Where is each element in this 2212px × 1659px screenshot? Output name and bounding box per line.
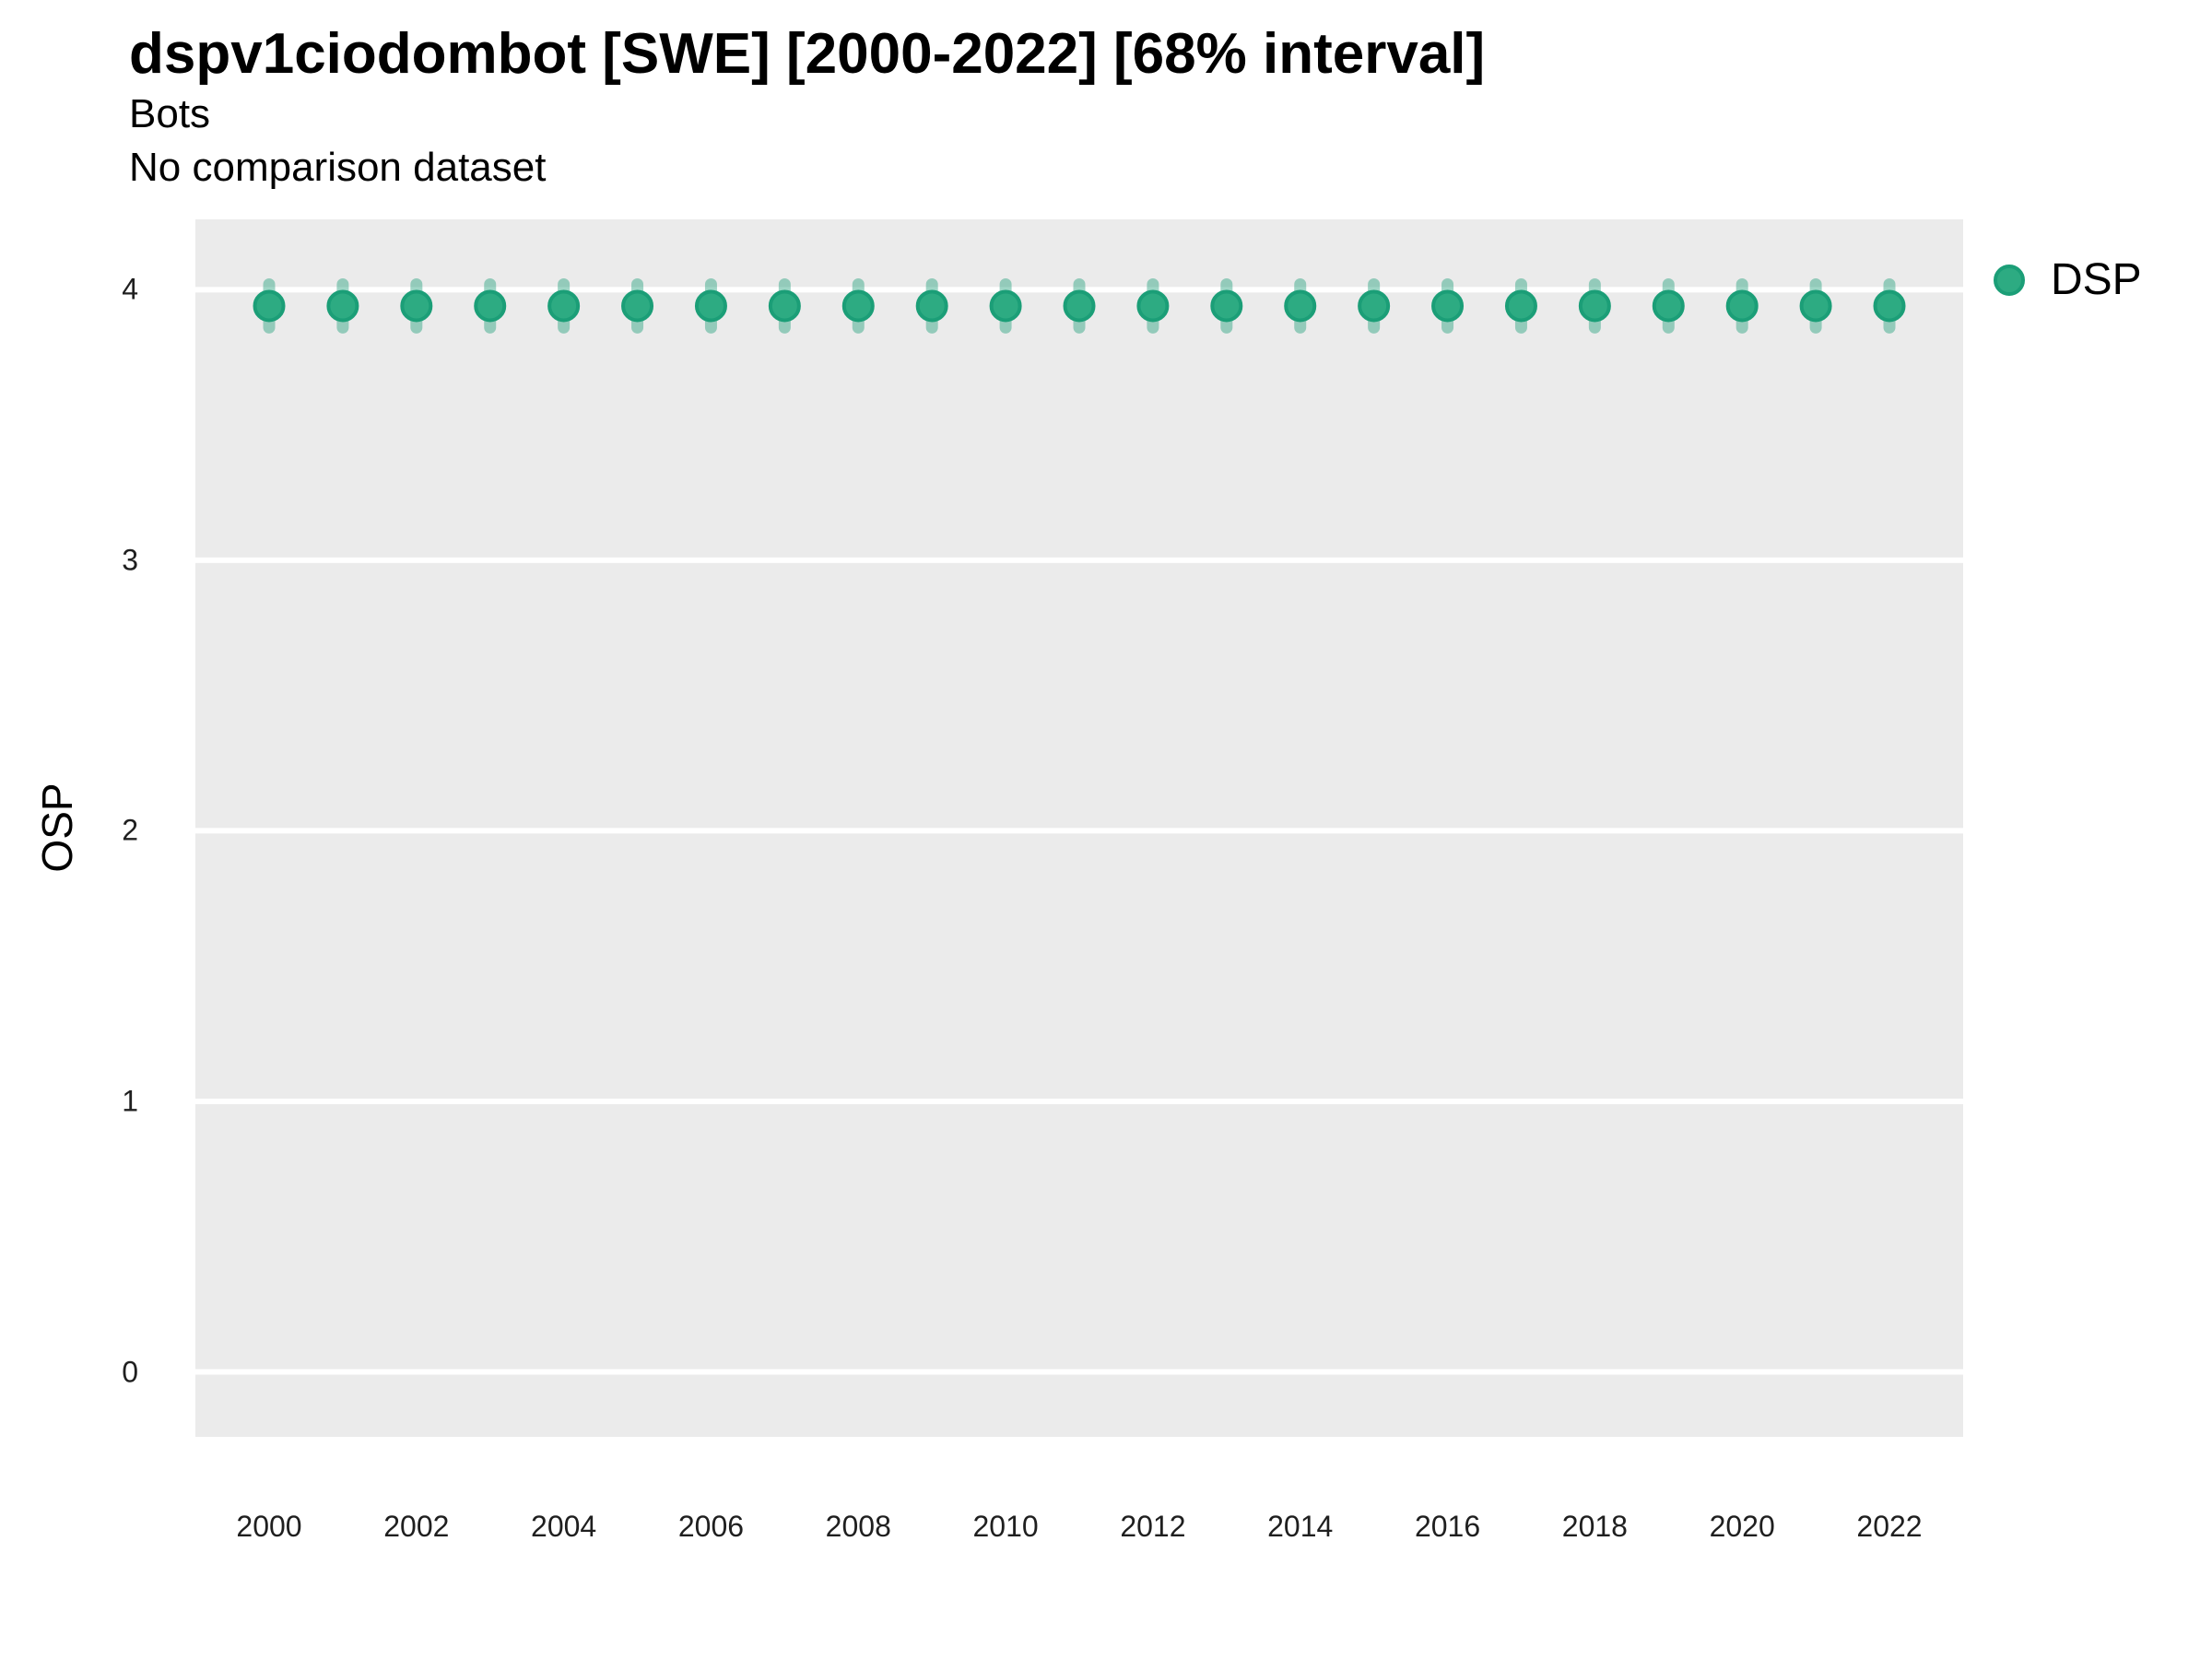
- x-tick-label: 2020: [1709, 1510, 1775, 1543]
- x-tick-label: 2006: [677, 1510, 745, 1543]
- y-tick-label: 4: [122, 272, 138, 306]
- x-tick-label: 2000: [236, 1510, 302, 1543]
- x-tick-label: 2016: [1414, 1510, 1481, 1543]
- x-tick-label: 2008: [825, 1510, 891, 1543]
- x-tick-label: 2004: [531, 1510, 597, 1543]
- x-tick-label: 2012: [1120, 1510, 1186, 1543]
- data-point: [1799, 289, 1832, 323]
- comparison-note: No comparison dataset: [129, 145, 547, 191]
- legend-label: DSP: [2051, 255, 2142, 304]
- x-tick-label: 2018: [1561, 1510, 1628, 1543]
- data-point: [915, 289, 948, 323]
- data-point: [989, 289, 1022, 323]
- data-point: [768, 289, 801, 323]
- data-point: [694, 289, 727, 323]
- data-point: [474, 289, 507, 323]
- y-tick-label: 1: [122, 1084, 138, 1118]
- legend: DSP: [1994, 254, 2142, 305]
- data-point: [1210, 289, 1243, 323]
- data-point: [1504, 289, 1537, 323]
- y-tick-label: 3: [122, 543, 138, 577]
- data-point: [621, 289, 654, 323]
- y-tick-label: 2: [122, 813, 138, 847]
- y-tick-label: 0: [122, 1355, 138, 1389]
- data-point: [1358, 289, 1391, 323]
- data-point: [1873, 289, 1906, 323]
- x-tick-label: 2014: [1267, 1510, 1334, 1543]
- data-point: [1725, 289, 1759, 323]
- x-tick-label: 2002: [383, 1510, 450, 1543]
- data-point: [253, 289, 286, 323]
- legend-point-icon: [1994, 264, 2025, 296]
- data-point: [1431, 289, 1465, 323]
- data-point: [1063, 289, 1096, 323]
- chart-subtitle: Bots: [129, 91, 211, 137]
- data-point: [841, 289, 875, 323]
- data-point: [1652, 289, 1685, 323]
- x-tick-label: 2022: [1856, 1510, 1923, 1543]
- data-point: [400, 289, 433, 323]
- data-point: [326, 289, 359, 323]
- data-point: [1136, 289, 1170, 323]
- x-tick-label: 2010: [972, 1510, 1039, 1543]
- data-point: [1284, 289, 1317, 323]
- data-point: [1578, 289, 1611, 323]
- data-point: [547, 289, 581, 323]
- chart-header: dspv1ciodombot [SWE] [2000-2022] [68% in…: [129, 20, 1485, 194]
- chart-title: dspv1ciodombot [SWE] [2000-2022] [68% in…: [129, 22, 1486, 86]
